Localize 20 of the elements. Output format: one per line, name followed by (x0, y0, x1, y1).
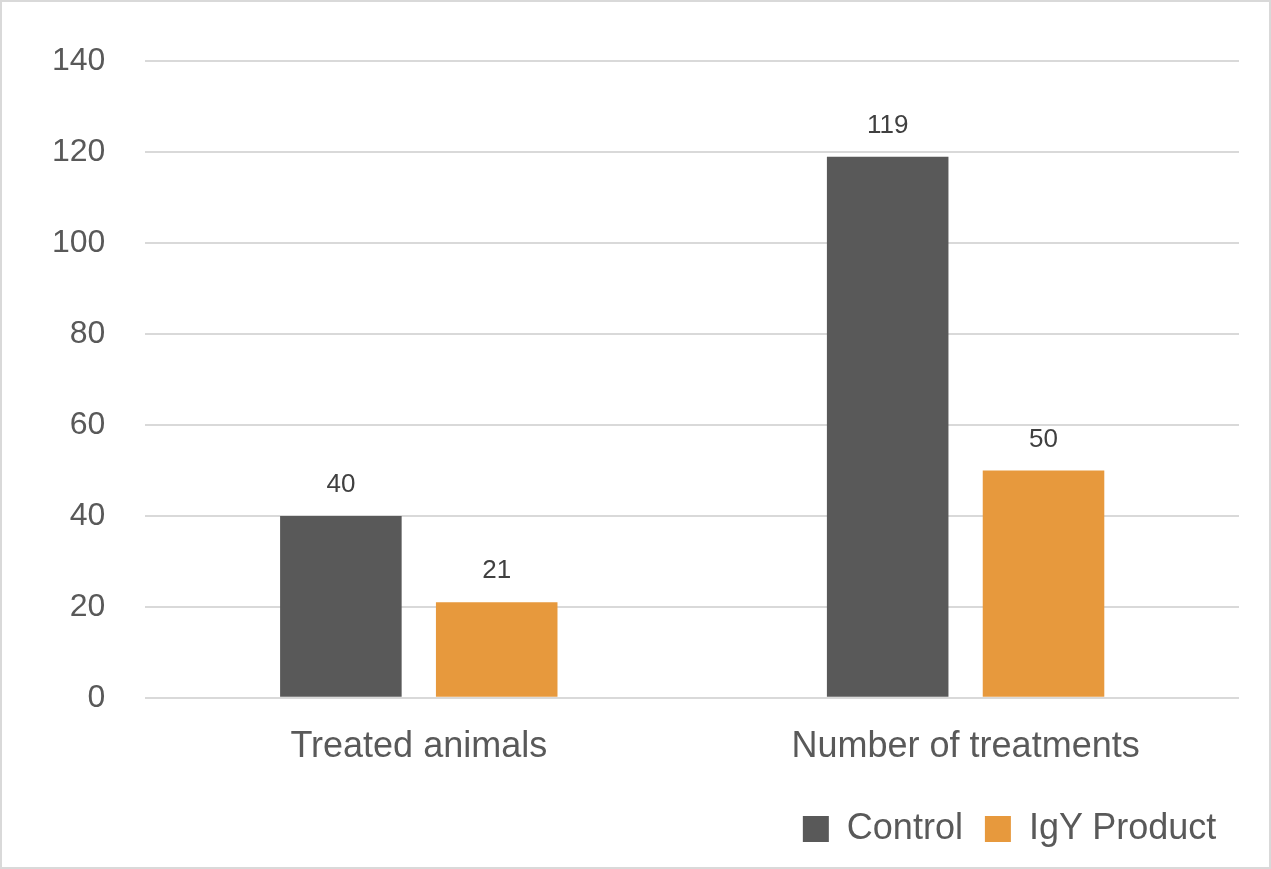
bar (280, 515, 402, 697)
bar (826, 156, 949, 697)
y-tick-label: 140 (52, 41, 106, 78)
data-label: 119 (866, 108, 909, 139)
bar (435, 602, 558, 697)
y-tick-label: 0 (87, 677, 106, 714)
y-tick-label: 40 (69, 495, 106, 532)
y-tick-label: 60 (69, 404, 106, 441)
y-tick-label: 100 (52, 222, 106, 259)
y-tick-label: 120 (52, 131, 106, 168)
data-label: 21 (482, 554, 512, 585)
y-tick-label: 20 (69, 586, 106, 623)
data-label: 50 (1029, 422, 1058, 453)
y-tick-label: 80 (69, 313, 106, 350)
data-label: 40 (326, 468, 356, 499)
legend-label: IgY Product (1028, 805, 1217, 847)
legend-label: Control (846, 805, 963, 847)
bar (982, 470, 1105, 697)
x-tick-label: Treated animals (290, 724, 548, 766)
x-tick-label: Number of treatments (791, 724, 1140, 766)
